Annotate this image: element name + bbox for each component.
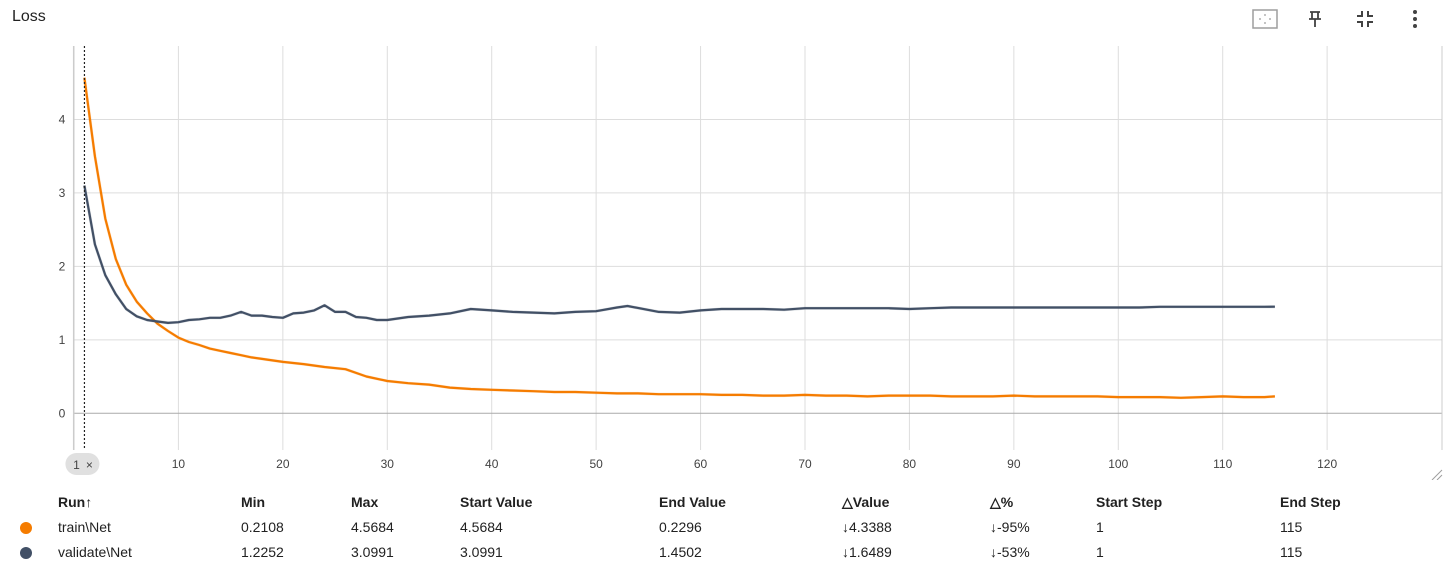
more-options-button[interactable] <box>1390 6 1440 32</box>
y-tick-label: 2 <box>59 259 66 273</box>
start-step: 1 <box>1096 518 1104 535</box>
header-start-step[interactable]: Start Step <box>1096 494 1163 510</box>
delta-value: ↓4.3388 <box>842 518 892 535</box>
more-vert-icon <box>1413 10 1417 28</box>
x-tick-label: 30 <box>381 457 395 471</box>
collapse-button[interactable] <box>1340 6 1390 32</box>
min-value: 0.2108 <box>241 518 284 535</box>
header-end-value[interactable]: End Value <box>659 494 726 510</box>
x-tick-label: 40 <box>485 457 499 471</box>
run-color-dot <box>20 546 32 559</box>
series-line-1 <box>83 185 1275 324</box>
y-tick-label: 0 <box>59 406 66 420</box>
header-start-value[interactable]: Start Value <box>460 494 533 510</box>
table-header-row: Run↑ Min Max Start Value End Value △Valu… <box>0 490 1400 514</box>
series-raw-line-1 <box>82 185 1275 325</box>
card-toolbar <box>1240 6 1440 32</box>
start-step: 1 <box>1096 543 1104 560</box>
header-min[interactable]: Min <box>241 494 266 510</box>
x-tick-label: 10 <box>172 457 186 471</box>
series-line-0 <box>83 77 1275 399</box>
fit-domain-button[interactable] <box>1240 6 1290 32</box>
run-color-dot <box>20 521 32 534</box>
x-tick-label: 120 <box>1317 457 1337 471</box>
max-value: 3.0991 <box>351 543 394 560</box>
run-name: validate\Net <box>58 543 132 560</box>
header-delta-value[interactable]: △Value <box>842 493 890 510</box>
x-tick-label: 100 <box>1108 457 1128 471</box>
start-value: 3.0991 <box>460 543 503 560</box>
fit-domain-icon <box>1252 9 1278 29</box>
delta-percent: ↓-95% <box>990 518 1030 535</box>
x-tick-label: 90 <box>1007 457 1021 471</box>
header-run[interactable]: Run↑ <box>58 494 93 510</box>
step-cursor-label: 1 <box>73 458 80 472</box>
close-icon: × <box>86 458 93 472</box>
end-value: 0.2296 <box>659 518 702 535</box>
x-tick-label: 70 <box>798 457 812 471</box>
header-delta-percent[interactable]: △% <box>990 493 1014 510</box>
min-value: 1.2252 <box>241 543 284 560</box>
x-tick-label: 110 <box>1213 457 1232 471</box>
pin-icon <box>1309 11 1321 27</box>
max-value: 4.5684 <box>351 518 394 535</box>
x-tick-label: 80 <box>903 457 917 471</box>
collapse-icon <box>1357 11 1373 27</box>
run-name: train\Net <box>58 518 111 535</box>
pin-button[interactable] <box>1290 6 1340 32</box>
series-raw-line-0 <box>82 77 1276 400</box>
loss-chart[interactable]: 10 20 30 40 50 60 70 80 90 100 110 120 0 1 2 3 4 1 × <box>0 40 1450 480</box>
resize-handle-icon <box>1431 469 1443 480</box>
end-step: 115 <box>1280 518 1303 535</box>
x-tick-label: 60 <box>694 457 708 471</box>
sort-arrow-icon: ↑ <box>85 494 93 510</box>
step-cursor-chip <box>65 453 100 475</box>
end-step: 115 <box>1280 543 1303 560</box>
x-tick-label: 50 <box>589 457 603 471</box>
table-row: validate\Net 1.2252 3.0991 3.0991 1.4502… <box>0 539 1400 564</box>
card-title: Loss <box>12 8 46 25</box>
delta-value: ↓1.6489 <box>842 543 892 560</box>
delta-icon: △ <box>990 493 1001 510</box>
end-value: 1.4502 <box>659 543 702 560</box>
runs-table: Run↑ Min Max Start Value End Value △Valu… <box>0 490 1400 564</box>
header-end-step[interactable]: End Step <box>1280 494 1341 510</box>
y-tick-label: 1 <box>59 333 66 347</box>
y-tick-label: 4 <box>59 112 66 126</box>
table-row: train\Net 0.2108 4.5684 4.5684 0.2296 ↓4… <box>0 514 1400 539</box>
x-tick-label: 20 <box>276 457 290 471</box>
delta-icon: △ <box>842 493 853 510</box>
header-max[interactable]: Max <box>351 494 379 510</box>
y-tick-label: 3 <box>59 186 66 200</box>
start-value: 4.5684 <box>460 518 503 535</box>
delta-percent: ↓-53% <box>990 543 1030 560</box>
